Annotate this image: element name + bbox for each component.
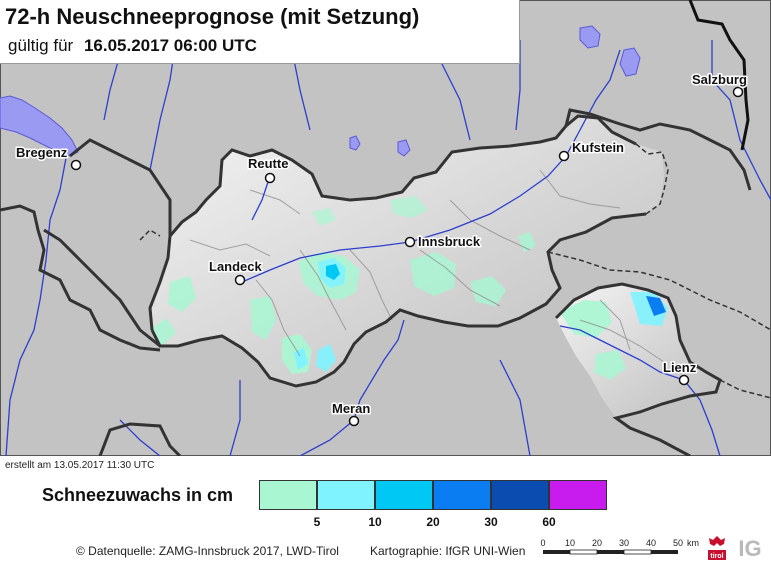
rivers: [5, 0, 771, 456]
page-title: 72-h Neuschneeprognose (mit Setzung): [5, 4, 420, 29]
lake: [579, 25, 601, 49]
validity-line: gültig für 16.05.2017 06:00 UTC: [8, 36, 257, 56]
city-label: Salzburg: [692, 72, 747, 87]
legend-tick-label: 5: [313, 515, 321, 529]
lake: [397, 139, 411, 157]
city-label: Meran: [332, 401, 370, 416]
city-label: Bregenz: [16, 145, 68, 160]
scale-unit: km: [687, 538, 699, 548]
title-box: 72-h Neuschneeprognose (mit Setzung) gül…: [0, 0, 520, 64]
scale-bar: 0 10 20 30 40 50 km: [540, 538, 699, 555]
legend-swatch: [433, 480, 491, 510]
snow-patches: [150, 196, 668, 380]
border-tirol: [148, 114, 647, 388]
city-kufstein[interactable]: Kufstein: [558, 139, 626, 162]
validity-date: 16.05.2017 06:00 UTC: [83, 36, 257, 55]
border-north: [688, 0, 750, 151]
border-salzburg: [564, 108, 752, 191]
border-south: [98, 422, 182, 456]
legend-swatch: [491, 480, 549, 510]
legend-swatch: [549, 480, 607, 510]
data-source: © Datenquelle: ZAMG-Innsbruck 2017, LWD-…: [76, 544, 339, 558]
city-salzburg[interactable]: Salzburg: [691, 71, 748, 98]
scale-label: 50: [673, 538, 683, 548]
created-timestamp: erstellt am 13.05.2017 11:30 UTC: [5, 460, 155, 471]
city-lienz[interactable]: Lienz: [662, 359, 698, 386]
city-label: Landeck: [209, 259, 263, 274]
tirol-north: [150, 116, 664, 386]
legend-swatch: [259, 480, 317, 510]
city-innsbruck[interactable]: Innsbruck: [404, 233, 482, 251]
ig-logo-text: IG: [738, 536, 761, 561]
city-meran[interactable]: Meran: [331, 400, 372, 427]
lake: [619, 47, 641, 77]
border-east-tirol: [554, 282, 722, 456]
lake: [349, 135, 361, 151]
legend-tick-label: 10: [368, 515, 382, 529]
city-reutte[interactable]: Reutte: [247, 155, 290, 184]
tirol-logo-text: tirol: [710, 553, 723, 560]
city-label: Innsbruck: [418, 234, 481, 249]
scale-label: 0: [540, 538, 545, 548]
ig-logo: IG: [738, 536, 761, 561]
city-label: Lienz: [663, 360, 697, 375]
city-landeck[interactable]: Landeck: [208, 258, 264, 286]
lake-constance: [0, 95, 79, 157]
city-label: Kufstein: [572, 140, 624, 155]
legend-tick-label: 60: [542, 515, 556, 529]
border-vorarlberg: [43, 138, 172, 348]
city-label: Reutte: [248, 156, 288, 171]
border-dashed: [139, 143, 771, 399]
map: Bregenz Reutte Kufstein Salzburg Innsbru…: [0, 0, 771, 456]
legend-title: Schneezuwachs in cm: [42, 485, 234, 505]
scale-label: 10: [565, 538, 575, 548]
scale-label: 20: [592, 538, 602, 548]
validity-prefix: gültig für: [8, 36, 74, 55]
legend-tick-label: 30: [484, 515, 498, 529]
legend-tick-label: 20: [426, 515, 440, 529]
cartography-credit: Kartographie: IfGR UNI-Wien: [370, 544, 526, 558]
ridges: [189, 169, 665, 363]
legend-swatch: [375, 480, 433, 510]
border-austria: [0, 204, 161, 352]
scale-label: 40: [646, 538, 656, 548]
city-bregenz[interactable]: Bregenz: [15, 144, 82, 171]
legend-swatch: [317, 480, 375, 510]
scale-label: 30: [619, 538, 629, 548]
tirol-logo: tirol: [708, 536, 726, 560]
